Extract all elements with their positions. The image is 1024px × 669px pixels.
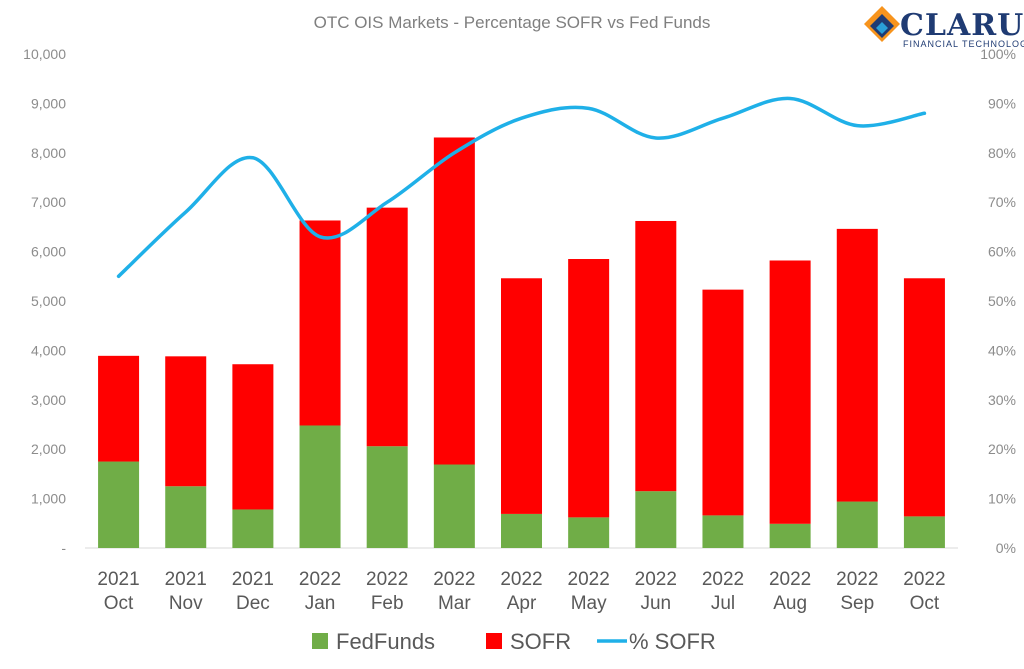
category-year-label: 2022 (769, 569, 811, 590)
category-year-label: 2022 (903, 569, 945, 590)
category-labels: 2021 Oct 2021 Nov 2021 Dec 2022 Jan 2022 Feb 2022 M… (97, 569, 945, 614)
bar-sofr (165, 356, 207, 487)
right-tick-label: 70% (988, 194, 1016, 210)
right-tick-label: 0% (996, 540, 1016, 556)
clarus-logo: CLARUS FINANCIAL TECHNOLOGY (864, 6, 1024, 49)
category-month-label: Nov (169, 593, 203, 614)
bar-sofr (433, 137, 475, 465)
category-month-label: Mar (438, 593, 471, 614)
right-tick-label: 10% (988, 491, 1016, 507)
right-tick-label: 50% (988, 293, 1016, 309)
right-axis: 0% 10% 20% 30% 40% 50% 60% 70% 80% 90% 100% (980, 46, 1016, 556)
bar-sofr (903, 278, 945, 517)
category-year-label: 2022 (836, 569, 878, 590)
bar-fedfunds (501, 513, 542, 548)
left-tick-label: 8,000 (31, 145, 66, 161)
sofr-percent-line (116, 96, 927, 279)
category-year-label: 2021 (97, 569, 139, 590)
right-tick-label: 80% (988, 145, 1016, 161)
legend: FedFunds SOFR % SOFR (312, 629, 716, 654)
left-tick-label: 7,000 (31, 194, 66, 210)
logo-name: CLARUS (900, 8, 1024, 43)
bar-fedfunds (433, 464, 475, 548)
category-year-label: 2022 (366, 569, 408, 590)
legend-sofr-percent-label: % SOFR (629, 629, 716, 654)
chart-title: OTC OIS Markets - Percentage SOFR vs Fed… (314, 13, 711, 32)
category-year-label: 2022 (635, 569, 677, 590)
bar-fedfunds (165, 486, 207, 548)
legend-sofr: SOFR (486, 629, 571, 654)
category-year-label: 2021 (232, 569, 274, 590)
category-month-label: Apr (507, 593, 537, 614)
sofr-percent-line-layer (116, 96, 927, 279)
left-tick-label: 9,000 (31, 95, 66, 111)
category-month-label: Aug (773, 593, 807, 614)
left-tick-label: 1,000 (31, 491, 66, 507)
category-year-label: 2021 (165, 569, 207, 590)
bar-sofr (366, 207, 408, 447)
left-tick-label: - (61, 540, 66, 556)
left-tick-label: 2,000 (31, 441, 66, 457)
bar-sofr (501, 278, 542, 514)
category-month-label: Jul (711, 593, 735, 614)
left-tick-label: 6,000 (31, 244, 66, 260)
left-tick-label: 10,000 (23, 46, 66, 62)
bar-sofr (568, 259, 610, 518)
right-tick-label: 30% (988, 392, 1016, 408)
bar-fedfunds (635, 491, 677, 548)
legend-sofr-swatch (486, 633, 502, 649)
category-year-label: 2022 (702, 569, 744, 590)
category-month-label: Jun (640, 593, 671, 614)
bar-fedfunds (903, 516, 945, 548)
bars (98, 137, 945, 548)
clarus-logo-mark (864, 6, 900, 42)
category-year-label: 2022 (500, 569, 542, 590)
logo-diamond-light (876, 22, 888, 34)
bar-sofr (702, 289, 744, 516)
bar-fedfunds (232, 509, 274, 548)
right-tick-label: 100% (980, 46, 1016, 62)
bar-fedfunds (299, 425, 341, 548)
bar-fedfunds (836, 501, 878, 548)
bar-sofr (299, 220, 341, 426)
left-tick-label: 3,000 (31, 392, 66, 408)
bar-sofr (836, 228, 878, 502)
right-tick-label: 40% (988, 342, 1016, 358)
bar-sofr (98, 355, 140, 462)
category-year-label: 2022 (433, 569, 475, 590)
right-tick-label: 20% (988, 441, 1016, 457)
category-month-label: Feb (371, 593, 404, 614)
legend-fedfunds: FedFunds (312, 629, 435, 654)
category-month-label: Dec (236, 593, 270, 614)
category-month-label: Jan (305, 593, 336, 614)
category-year-label: 2022 (299, 569, 341, 590)
bar-sofr (769, 260, 811, 524)
category-month-label: Sep (840, 593, 874, 614)
right-tick-label: 60% (988, 244, 1016, 260)
category-month-label: May (571, 593, 607, 614)
bar-fedfunds (769, 523, 811, 548)
bar-fedfunds (98, 461, 140, 548)
bar-sofr (232, 364, 274, 510)
legend-sofr-percent: % SOFR (597, 629, 716, 654)
bar-fedfunds (702, 515, 744, 548)
category-month-label: Oct (104, 593, 134, 614)
category-month-label: Oct (910, 593, 940, 614)
legend-fedfunds-swatch (312, 633, 328, 649)
bar-fedfunds (366, 446, 408, 548)
right-tick-label: 90% (988, 95, 1016, 111)
logo-tagline: FINANCIAL TECHNOLOGY (903, 39, 1024, 49)
legend-sofr-label: SOFR (510, 629, 571, 654)
category-year-label: 2022 (568, 569, 610, 590)
bar-fedfunds (568, 517, 610, 548)
left-tick-label: 5,000 (31, 293, 66, 309)
left-axis: - 1,000 2,000 3,000 4,000 5,000 6,000 7,000 8,00… (23, 46, 66, 556)
legend-fedfunds-label: FedFunds (336, 629, 435, 654)
left-tick-label: 4,000 (31, 342, 66, 358)
bar-sofr (635, 220, 677, 492)
